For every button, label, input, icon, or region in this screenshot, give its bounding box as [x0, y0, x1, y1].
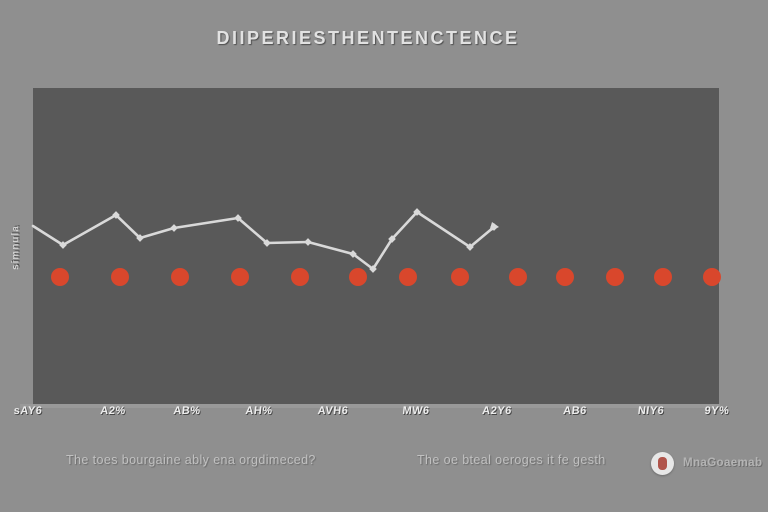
x-tick-label: NIY6	[637, 405, 665, 417]
x-tick-label: AB6	[562, 405, 588, 417]
badge-circle	[651, 451, 674, 475]
x-tick-label: MW6	[401, 405, 431, 417]
caption-right: The oe bteal oeroges it fe gesth	[417, 453, 606, 467]
badge-label: MnaGoaemab	[683, 457, 763, 469]
caption-left: The toes bourgaine ably ena orgdimeced?	[66, 453, 316, 467]
x-tick-label: AVH6	[317, 405, 349, 417]
red-pill-in-circle-icon	[658, 456, 667, 470]
x-tick-label: sAY6	[13, 405, 43, 417]
x-tick-label: A2Y6	[481, 405, 513, 417]
chart-title: DIIPERIESTHENTENCTENCE	[216, 28, 520, 48]
plot-area	[33, 88, 719, 404]
x-tick-label: AH%	[244, 405, 274, 417]
x-tick-label: A2%	[99, 405, 127, 417]
x-tick-label: AB%	[172, 405, 202, 417]
y-axis-label: simnula	[10, 225, 22, 270]
x-tick-label: 9Y%	[703, 405, 731, 417]
x-axis-baseline	[20, 404, 720, 408]
legend-badge: MnaGoaemab	[651, 451, 762, 475]
